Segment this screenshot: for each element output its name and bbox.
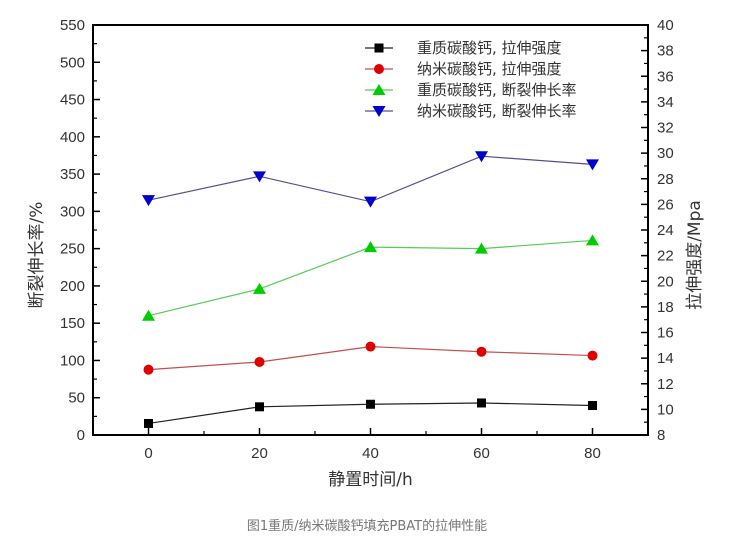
x-tick-label: 20 xyxy=(251,445,268,462)
data-point xyxy=(477,398,486,408)
x-axis: 0 20 40 60 80 xyxy=(92,428,649,462)
y-right-tick-label: 32 xyxy=(657,120,674,137)
y-axis-title-right: 拉伸强度/Mpa xyxy=(685,200,705,310)
data-point xyxy=(586,159,599,171)
data-point xyxy=(364,196,377,208)
series-line xyxy=(148,155,593,203)
x-tick-label: 40 xyxy=(362,445,379,462)
data-point xyxy=(476,346,487,357)
series-1 xyxy=(143,341,598,375)
data-point xyxy=(143,364,154,375)
y-right-tick-label: 28 xyxy=(657,171,674,188)
y-axis-right: 8 10 12 14 16 18 20 22 24 26 28 30 32 34 36 38 40 xyxy=(641,17,674,444)
y-right-tick-label: 14 xyxy=(657,350,674,367)
legend-label: 纳米碳酸钙, 拉伸强度 xyxy=(417,60,562,78)
data-point xyxy=(365,341,376,352)
legend-label: 重质碳酸钙, 断裂伸长率 xyxy=(417,81,577,99)
series-0 xyxy=(144,398,597,428)
x-tick-label: 0 xyxy=(144,445,152,462)
data-point xyxy=(142,309,155,321)
y-right-tick-label: 30 xyxy=(657,145,674,162)
legend-marker xyxy=(374,43,384,53)
legend-marker xyxy=(372,84,386,95)
y-right-tick-label: 34 xyxy=(657,94,674,111)
legend-marker xyxy=(372,106,386,117)
data-point xyxy=(586,234,599,246)
legend-label: 重质碳酸钙, 拉伸强度 xyxy=(417,39,562,57)
y-right-tick-label: 38 xyxy=(657,43,674,60)
data-point xyxy=(587,350,598,361)
y-right-tick-label: 8 xyxy=(657,427,665,444)
data-point xyxy=(475,242,488,254)
y-right-tick-label: 40 xyxy=(657,17,674,34)
figure-caption: 图1重质/纳米碳酸钙填充PBAT的拉伸性能 xyxy=(246,519,488,534)
data-point xyxy=(255,402,264,412)
data-point xyxy=(144,418,153,428)
x-axis-title: 静置时间/h xyxy=(328,470,413,490)
y-tick-label: 350 xyxy=(60,166,85,183)
data-point xyxy=(253,171,266,183)
x-tick-label: 60 xyxy=(473,445,490,462)
data-point xyxy=(366,399,375,409)
y-tick-label: 150 xyxy=(60,315,85,332)
series-2 xyxy=(142,234,599,321)
y-tick-label: 300 xyxy=(60,203,85,220)
y-axis-title-left: 断裂伸长率/% xyxy=(27,202,47,309)
y-right-tick-label: 18 xyxy=(657,299,674,316)
y-right-tick-label: 20 xyxy=(657,273,674,290)
data-point xyxy=(254,356,265,367)
y-right-tick-label: 26 xyxy=(657,196,674,213)
data-point xyxy=(364,241,377,253)
y-tick-label: 0 xyxy=(77,427,85,444)
y-tick-label: 550 xyxy=(60,17,85,34)
y-right-tick-label: 12 xyxy=(657,376,674,393)
y-axis-left: 0 50 100 150 200 250 300 350 400 450 500 550 xyxy=(60,17,100,444)
y-tick-label: 100 xyxy=(60,352,85,369)
series-3 xyxy=(142,151,599,208)
y-tick-label: 200 xyxy=(60,278,85,295)
y-right-tick-label: 10 xyxy=(657,401,674,418)
data-point xyxy=(253,282,266,294)
data-point xyxy=(475,151,488,163)
y-tick-label: 400 xyxy=(60,129,85,146)
y-right-tick-label: 16 xyxy=(657,325,674,342)
data-point xyxy=(142,195,155,207)
y-tick-label: 250 xyxy=(60,241,85,258)
legend-label: 纳米碳酸钙, 断裂伸长率 xyxy=(417,102,577,120)
y-tick-label: 50 xyxy=(68,390,85,407)
y-tick-label: 500 xyxy=(60,54,85,71)
y-tick-label: 450 xyxy=(60,92,85,109)
legend-marker xyxy=(374,64,384,74)
y-right-tick-label: 24 xyxy=(657,222,674,239)
data-point xyxy=(588,401,597,411)
y-right-tick-label: 22 xyxy=(657,248,674,265)
x-tick-label: 80 xyxy=(584,445,601,462)
y-right-tick-label: 36 xyxy=(657,68,674,85)
